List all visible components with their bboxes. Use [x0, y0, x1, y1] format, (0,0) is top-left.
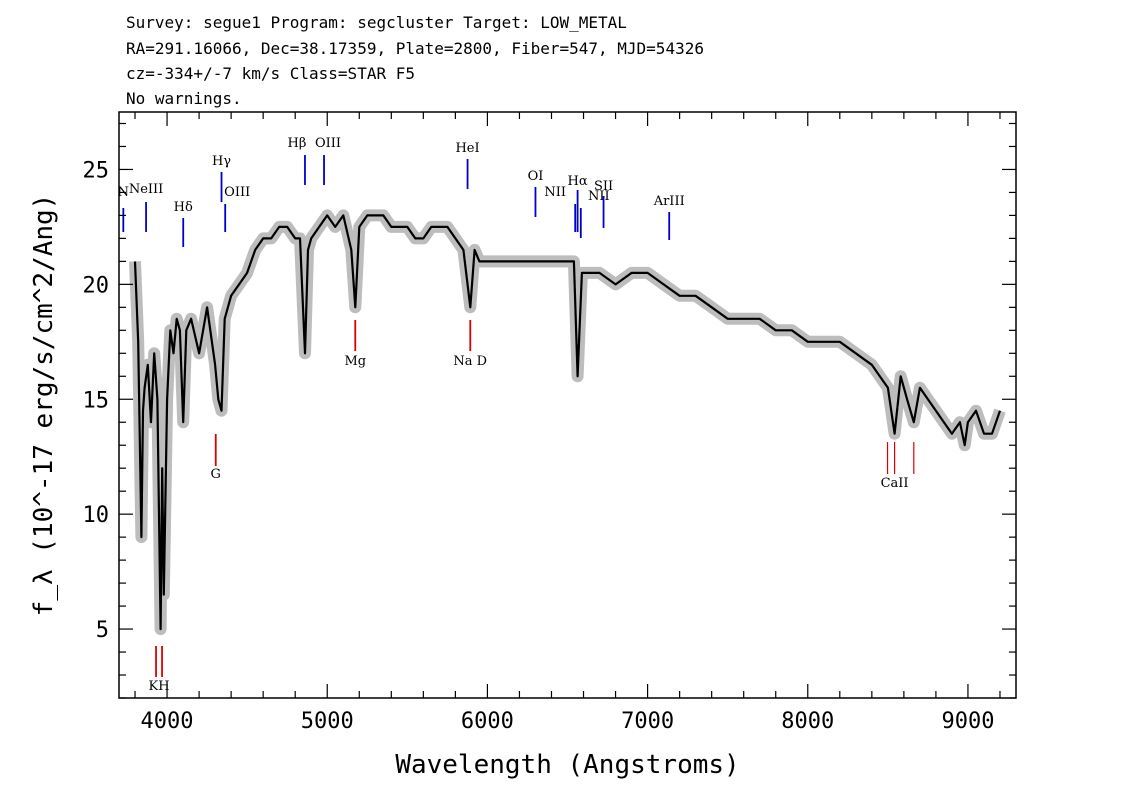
line-label-OIII_4363: OIII — [224, 185, 250, 200]
flux-line — [133, 214, 1002, 631]
y-tick-label: 10 — [83, 503, 110, 528]
line-label-NaD: Na D — [453, 354, 487, 369]
line-label-CaII: CaII — [881, 476, 909, 491]
y-axis-label: f_λ (10^-17 erg/s/cm^2/Ang) — [29, 194, 59, 617]
header-warnings-line: No warnings. — [126, 89, 242, 108]
header-redshift-line: cz=-334+/-7 km/s Class=STAR F5 — [126, 64, 415, 83]
line-label-G: G — [211, 467, 221, 482]
line-label-Hgamma: Hγ — [212, 154, 231, 169]
header-coordinates-line: RA=291.16066, Dec=38.17359, Plate=2800, … — [126, 39, 704, 58]
y-tick-label: 15 — [83, 388, 110, 413]
x-tick-label: 9000 — [941, 709, 994, 734]
line-label-SII: SII — [594, 179, 613, 194]
x-axis-label: Wavelength (Angstroms) — [395, 750, 739, 780]
error-band-path — [129, 209, 1006, 636]
x-tick-label: 4000 — [141, 709, 194, 734]
line-label-HeI: HeI — [455, 141, 479, 156]
y-tick-label: 20 — [83, 273, 110, 298]
y-axis-ticks: 5 10 15 20 25 — [83, 122, 1016, 699]
line-label-NeIII: NeIII — [129, 182, 163, 197]
plot-frame — [118, 111, 1017, 699]
x-tick-label: 7000 — [621, 709, 674, 734]
line-label-Halpha: Hα — [568, 174, 588, 189]
line-label-OIII_5007: OIII — [315, 136, 341, 151]
flux-series — [133, 214, 1002, 631]
x-tick-label: 8000 — [781, 709, 834, 734]
y-tick-label: 5 — [96, 618, 109, 643]
line-label-OI: OI — [528, 169, 544, 184]
y-tick-label: 25 — [83, 158, 110, 183]
line-label-NII_6548: NII — [544, 185, 566, 200]
x-tick-label: 5000 — [301, 709, 354, 734]
x-tick-label: 6000 — [461, 709, 514, 734]
line-label-Mg: Mg — [344, 354, 366, 369]
x-axis-ticks: 4000 5000 6000 7000 8000 9000 — [134, 112, 1001, 734]
line-label-ArIII: ArIII — [653, 194, 685, 209]
header-survey-line: Survey: segue1 Program: segcluster Targe… — [126, 13, 627, 32]
line-label-KH: KH — [149, 679, 170, 694]
line-label-Hdelta: Hδ — [174, 200, 193, 215]
line-label-Hbeta: Hβ — [288, 136, 307, 151]
error-band — [129, 209, 1006, 636]
